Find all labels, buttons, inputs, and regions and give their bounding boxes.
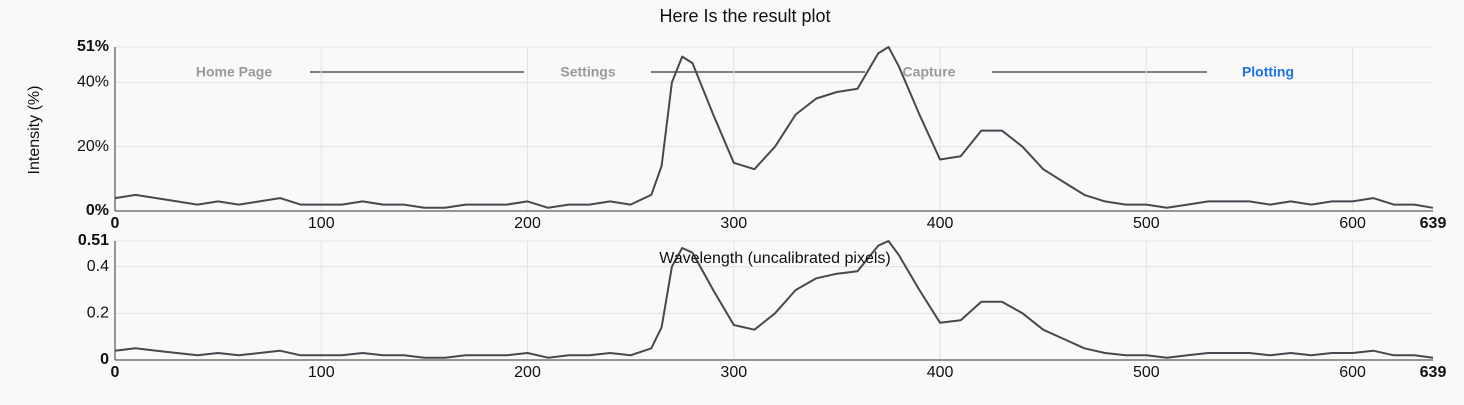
x-tick-label: 0 [111, 215, 120, 232]
x-tick-label: 300 [720, 215, 747, 232]
nav-step[interactable]: Home Page [196, 64, 272, 80]
y-tick-label: 51% [77, 38, 109, 55]
x-tick-label: 100 [308, 215, 335, 232]
nav-step[interactable]: Plotting [1242, 64, 1294, 80]
y-tick-label: 0.2 [87, 305, 109, 322]
y-tick-label: 0.4 [87, 258, 109, 275]
x-tick-label: 639 [1420, 364, 1447, 381]
x-tick-label: 200 [514, 364, 541, 381]
y-tick-label: 20% [77, 138, 109, 155]
x-tick-label: 200 [514, 215, 541, 232]
data-line [114, 240, 1434, 359]
chart-title: Here Is the result plot [659, 6, 830, 26]
x-tick-label: 600 [1339, 215, 1366, 232]
nav-step[interactable]: Settings [560, 64, 615, 80]
y-tick-label: 0 [100, 351, 109, 368]
x-tick-label: 100 [308, 364, 335, 381]
x-tick-label: 400 [927, 364, 954, 381]
x-tick-label: 300 [720, 364, 747, 381]
x-tick-label: 600 [1339, 364, 1366, 381]
nav-step[interactable]: Capture [903, 64, 956, 80]
x-tick-label: 639 [1420, 215, 1447, 232]
y-tick-label: 0.51 [78, 232, 109, 249]
y-axis-label: Intensity (%) [26, 86, 43, 175]
y-tick-label: 40% [77, 74, 109, 91]
plots: 0% 20% 40% 51% 0 100 200 300 400 500 600 639 0 0.2 0.4… [77, 38, 1446, 381]
x-tick-label: 0 [111, 364, 120, 381]
x-tick-label: 500 [1133, 215, 1160, 232]
data-line [114, 46, 1434, 209]
x-axis-label: Wavelength (uncalibrated pixels) [659, 250, 891, 267]
y-tick-label: 0% [86, 202, 109, 219]
x-tick-label: 400 [927, 215, 954, 232]
x-tick-label: 500 [1133, 364, 1160, 381]
